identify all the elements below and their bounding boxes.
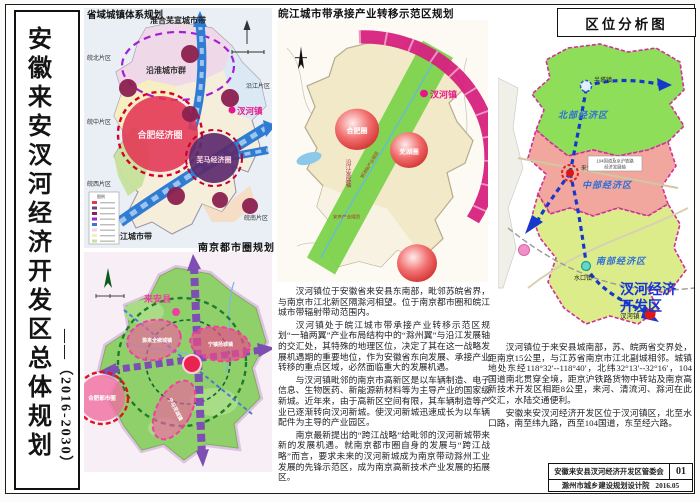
shuikou-town-marker: 水口镇 (574, 260, 592, 282)
zone-mid-label: 皖中片区 (87, 118, 111, 126)
wuhu-sphere: 芜湖圈 (390, 132, 428, 168)
paragraph: 安徽来安汊河经济开发区位于汊河镇区，北至水口路，南至纬九路，西至104国道，东至… (488, 407, 692, 429)
hefei-metro-circle: 合肥都市圈 (84, 370, 130, 426)
org-name: 安徽来安县汊河经济开发区管委会 (554, 466, 664, 476)
hefei-metro-label: 合肥都市圈 (88, 394, 116, 402)
institute-name: 滁州市城乡建设规划设计院 (561, 480, 650, 490)
title-strip: 安徽来安汊河经济开发区总体规划 ——（2016-2030） (14, 10, 80, 490)
chahe-town-label: 汊河镇 (237, 106, 263, 116)
cluster2-label: 安庆产业组团 (333, 213, 360, 220)
chaohu-lake (296, 151, 322, 166)
context-shape (498, 77, 524, 289)
chahe-town-marker: 汊河镇 (620, 308, 656, 320)
nanjing-metro-svg: 合肥都市圈 滁来全椒城镇 宁镇扬城镇 宁马芜城镇 来安县 (84, 252, 272, 472)
provincial-plan-map: 合肥经济圈 芜马经济圈 汊河镇 省域城镇体系规划 淮合芜宣城市带 沿淮城市群 皖… (84, 8, 272, 248)
dev-zone-label-line1: 汊河经济 (620, 281, 677, 297)
paragraph: 南京最新提出的“跨江战略”给毗邻的汊河新城带来新的发展机遇。就南京都市圈自身的发… (278, 429, 490, 483)
middle-text-block: 汊河镇位于安徽省来安县东南部，毗邻苏皖省界，与南京市江北新区隔滁河相望。位于南京… (278, 286, 490, 482)
hefei-economic-circle: 合肥经济圈 (116, 90, 204, 178)
paragraph: 汊河镇处于皖江城市带承接产业转移示范区规划“一轴两翼”产业布局结构中的“滁州翼”… (278, 319, 490, 373)
road-label-line1: 104国道及京沪铁路 (596, 158, 634, 165)
title-block: 安徽来安县汊河经济开发区管委会 01 滁州市城乡建设规划设计院 2016.05 (548, 463, 693, 492)
hefei-sphere-label: 合肥圈 (345, 126, 367, 135)
transfer-arc (358, 30, 488, 224)
shuikou-label: 水口镇 (574, 274, 592, 282)
provincial-plan-svg: 合肥经济圈 芜马经济圈 汊河镇 省域城镇体系规划 淮合芜宣城市带 沿淮城市群 皖… (84, 8, 272, 248)
cluster-right-label: 宁镇扬城镇 (208, 341, 233, 348)
wanjiang-map-title: 皖江城市带承接产业转移示范区规划 (278, 9, 454, 20)
roads (507, 157, 694, 291)
nanjing-map-title: 南京都市圈规划 (198, 243, 275, 254)
page-subtitle: ——（2016-2030） (57, 329, 73, 472)
wuma-circle-label: 芜马经济圈 (197, 155, 232, 164)
legend-box: 图例 (88, 191, 120, 245)
banta-town-marker: 半塔镇 (579, 76, 612, 93)
hefei-circle-label: 合肥经济圈 (137, 129, 182, 140)
paragraph: 与汊河镇毗邻的南京市高新区是以车辆制造、电子信息、生物医药、新能源新材料等为主导… (278, 374, 490, 428)
provincial-map-title: 省域城镇体系规划 (86, 9, 163, 21)
north-arrow (95, 268, 125, 298)
zone-south-label: 南部经济区 (596, 256, 647, 266)
date: 2016.05 (655, 481, 680, 490)
yangtze-development-band (307, 40, 453, 275)
zone-west-label: 皖西片区 (87, 180, 111, 188)
zone-north-label: 北部经济区 (558, 110, 609, 120)
legend-title: 图例 (97, 193, 105, 199)
road-label-line2: 经济发展轴 (604, 164, 625, 171)
huai-city-group-ring (120, 30, 236, 102)
urban-clusters (126, 318, 251, 441)
north-arrow (231, 20, 265, 54)
wanjiang-map: 合肥圈 芜湖圈 汊河镇 沿江发展轴 铜池枞产业组团 安庆产业组团 (277, 20, 488, 282)
hefei-sphere: 合肥圈 (335, 108, 379, 151)
belt-bottom-label: 沿江城市带 (112, 231, 152, 241)
location-svg: 半塔镇 来安县城 水口镇 汊河镇 北部经济区 中部经济区 南部经济区 104国道… (498, 38, 694, 336)
belt-top-label: 淮合芜宣城市带 (150, 15, 206, 25)
location-map-title: 区位分析图 (585, 16, 668, 32)
wuma-economic-circle: 芜马经济圈 (185, 129, 243, 187)
axis-label: 沿江发展轴 (344, 159, 351, 189)
zone-river-label: 沿江片区 (246, 82, 270, 90)
banta-label: 半塔镇 (594, 76, 612, 84)
core-node (182, 354, 202, 374)
nanjing-metro-map: 合肥都市圈 滁来全椒城镇 宁镇扬城镇 宁马芜城镇 来安县 (84, 252, 272, 472)
cluster-left-label: 滁来全椒城镇 (142, 337, 172, 344)
location-map: 半塔镇 来安县城 水口镇 汊河镇 北部经济区 中部经济区 南部经济区 104国道… (498, 38, 694, 336)
dev-zone-label: 汊河经济 开发区 (620, 281, 677, 314)
wanjiang-svg: 合肥圈 芜湖圈 汊河镇 沿江发展轴 铜池枞产业组团 安庆产业组团 (277, 20, 488, 282)
south-sphere (397, 244, 437, 282)
right-text-block: 汊河镇位于来安县城南部，苏、皖两省交界处，距南京15公里，与江苏省南京市江北副城… (488, 342, 692, 452)
huai-group-label: 沿淮城市群 (146, 65, 186, 75)
laian-county-marker: 来安县 (143, 293, 180, 316)
page-title: 安徽来安汊河经济开发区总体规划 (23, 26, 50, 461)
chahe-label: 汊河镇 (620, 311, 640, 320)
compass-icon (295, 46, 307, 70)
page-number: 01 (669, 464, 692, 479)
zone-south-label: 皖南片区 (244, 214, 268, 222)
road-label-box: 104国道及京沪铁路 经济发展轴 (587, 155, 643, 172)
city-nodes (119, 45, 258, 214)
neighbor-city-node (518, 244, 530, 256)
location-map-title-box: 区位分析图 (557, 8, 696, 37)
dev-zone-label-line2: 开发区 (620, 298, 662, 314)
paragraph: 汊河镇位于安徽省来安县东南部，毗邻苏皖省界，与南京市江北新区隔滁河相望。位于南京… (278, 286, 490, 318)
wuhu-sphere-label: 芜湖圈 (399, 147, 418, 156)
chahe-town-label: 汊河镇 (430, 89, 457, 100)
zone-mid-label: 中部经济区 (582, 180, 633, 190)
paragraph: 汊河镇位于来安县城南部，苏、皖两省交界处，距南京15公里，与江苏省南京市江北副城… (488, 342, 692, 405)
chahe-town-marker: 汊河镇 (420, 89, 457, 100)
laian-county-label: 来安县 (143, 293, 171, 304)
zone-north-label: 皖北片区 (87, 54, 111, 62)
chahe-town-marker: 汊河镇 (228, 106, 263, 116)
